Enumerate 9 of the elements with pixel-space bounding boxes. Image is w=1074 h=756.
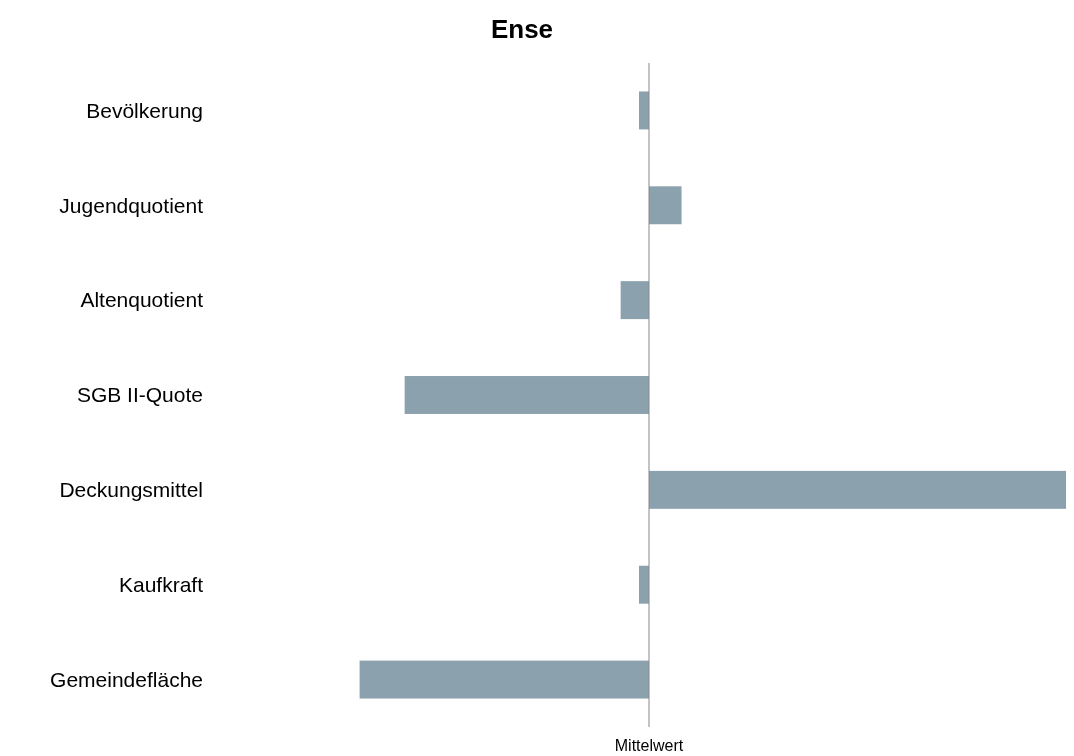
y-tick-label: Jugendquotient bbox=[59, 193, 204, 217]
y-tick-label: Altenquotient bbox=[80, 288, 204, 312]
y-tick-label: Gemeindefläche bbox=[50, 667, 203, 691]
chart-title: Ense bbox=[490, 14, 554, 44]
ref-line-label: Mittelwert bbox=[614, 737, 684, 754]
y-tick-label: Kaufkraft bbox=[118, 573, 204, 597]
y-tick-label: Deckungsmittel bbox=[59, 478, 203, 502]
y-tick-label: SGB II-Quote bbox=[76, 383, 203, 407]
y-tick-label: Bevölkerung bbox=[86, 98, 203, 122]
